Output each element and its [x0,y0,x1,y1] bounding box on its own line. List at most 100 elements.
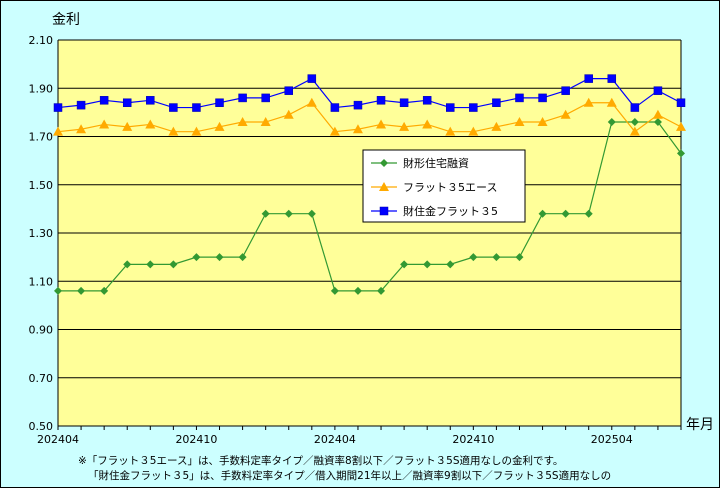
data-point-triangle [491,121,502,131]
data-point-square [122,98,132,107]
data-point-square [469,103,478,112]
y-tick-label: 1.70 [29,131,54,144]
data-point-square [215,98,224,107]
data-point-triangle [168,126,179,136]
data-point-triangle [376,119,387,129]
data-point-square [261,93,270,103]
y-axis-title: 金利 [52,12,80,28]
data-point-diamond [377,286,386,295]
data-point-square [492,98,501,107]
y-tick-label: 1.30 [29,227,54,240]
data-point-diamond [630,118,639,127]
series-markers [53,74,686,295]
data-point-triangle [306,97,317,107]
data-point-square [238,93,247,103]
data-point-diamond [400,260,409,269]
data-point-diamond [238,253,247,262]
data-point-square [676,98,686,107]
data-point-triangle [237,117,248,127]
data-point-legend-square [379,206,389,216]
data-point-triangle [652,109,663,119]
legend-label: フラット３5エース [403,181,497,194]
data-point-diamond [469,253,478,262]
data-point-square [515,93,524,103]
data-point-diamond [607,118,616,127]
data-point-triangle [99,119,110,129]
data-point-square [330,103,340,112]
data-point-triangle [53,126,63,136]
data-point-square [53,103,63,112]
x-tick-label: 202404 [37,433,79,446]
y-tick-label: 1.90 [29,82,54,95]
data-point-triangle [468,126,479,136]
data-point-diamond [284,209,293,218]
data-point-triangle [399,121,410,131]
data-point-square [76,100,86,110]
data-point-square [630,103,640,112]
legend-box [362,149,526,223]
data-point-triangle [76,124,87,134]
data-point-diamond [423,260,432,269]
series-line-square [57,77,682,109]
data-point-square [169,103,178,112]
data-point-triangle [422,119,433,129]
data-point-triangle [122,121,133,131]
data-point-diamond [561,209,570,218]
data-point-diamond [146,260,155,269]
legend-label: 財形住宅融資 [403,156,469,170]
data-point-diamond [192,253,201,262]
data-point-square [307,74,317,83]
data-point-diamond [215,253,224,262]
data-point-square [399,98,409,107]
data-point-diamond [77,286,86,295]
data-point-square [353,100,363,110]
footnote-line-2: 「財住金フラット３5」は、手数料定率タイプ／借入期間21年以上／融資率9割以下／… [88,470,612,482]
data-point-square [446,103,455,112]
y-tick-label: 0.70 [29,372,54,385]
y-tick-label: 0.50 [29,420,54,433]
data-point-triangle [191,126,202,136]
data-point-legend-diamond [380,159,388,167]
data-point-square [284,86,293,95]
data-point-triangle [445,126,456,136]
x-axis-ticks: 202404 202410 202404 202410 202504 [37,433,633,446]
data-point-triangle [560,109,571,119]
data-point-legend-triangle [379,182,389,191]
data-point-diamond [353,286,362,295]
data-point-diamond [653,118,662,127]
data-point-diamond [307,209,316,218]
data-point-triangle [145,119,156,129]
x-axis-title: 年月 [686,417,714,433]
data-point-diamond [54,286,62,295]
legend-label: 財住金フラット３5 [403,204,498,218]
data-point-diamond [261,209,270,218]
data-point-diamond [584,209,593,218]
data-point-square [192,103,201,112]
data-point-triangle [329,126,340,136]
footnote: ※「フラット３5エース」は、手数料定率タイプ／融資率8割以下／フラット３5S適用… [78,454,611,484]
data-point-triangle [606,97,617,107]
data-point-triangle [583,97,594,107]
data-point-diamond [446,260,455,269]
data-point-square [422,96,432,105]
data-point-triangle [514,117,525,127]
series-lines [57,77,682,292]
footnote-line-1: ※「フラット３5エース」は、手数料定率タイプ／融資率8割以下／フラット３5S適用… [78,455,564,467]
y-tick-label: 1.50 [29,179,54,192]
data-point-diamond [330,286,339,295]
x-tick-label: 202504 [591,433,633,446]
data-point-square [561,86,570,95]
series-line-triangle [57,101,682,133]
data-point-diamond [492,253,501,262]
y-tick-label: 2.10 [29,34,54,47]
x-tick-label: 202410 [175,433,217,446]
data-point-square [584,74,593,83]
data-point-square [653,86,663,95]
y-tick-label: 0.90 [29,324,54,337]
data-point-diamond [169,260,178,269]
data-point-square [99,96,109,105]
data-point-square [376,96,386,105]
data-point-triangle [352,124,363,134]
